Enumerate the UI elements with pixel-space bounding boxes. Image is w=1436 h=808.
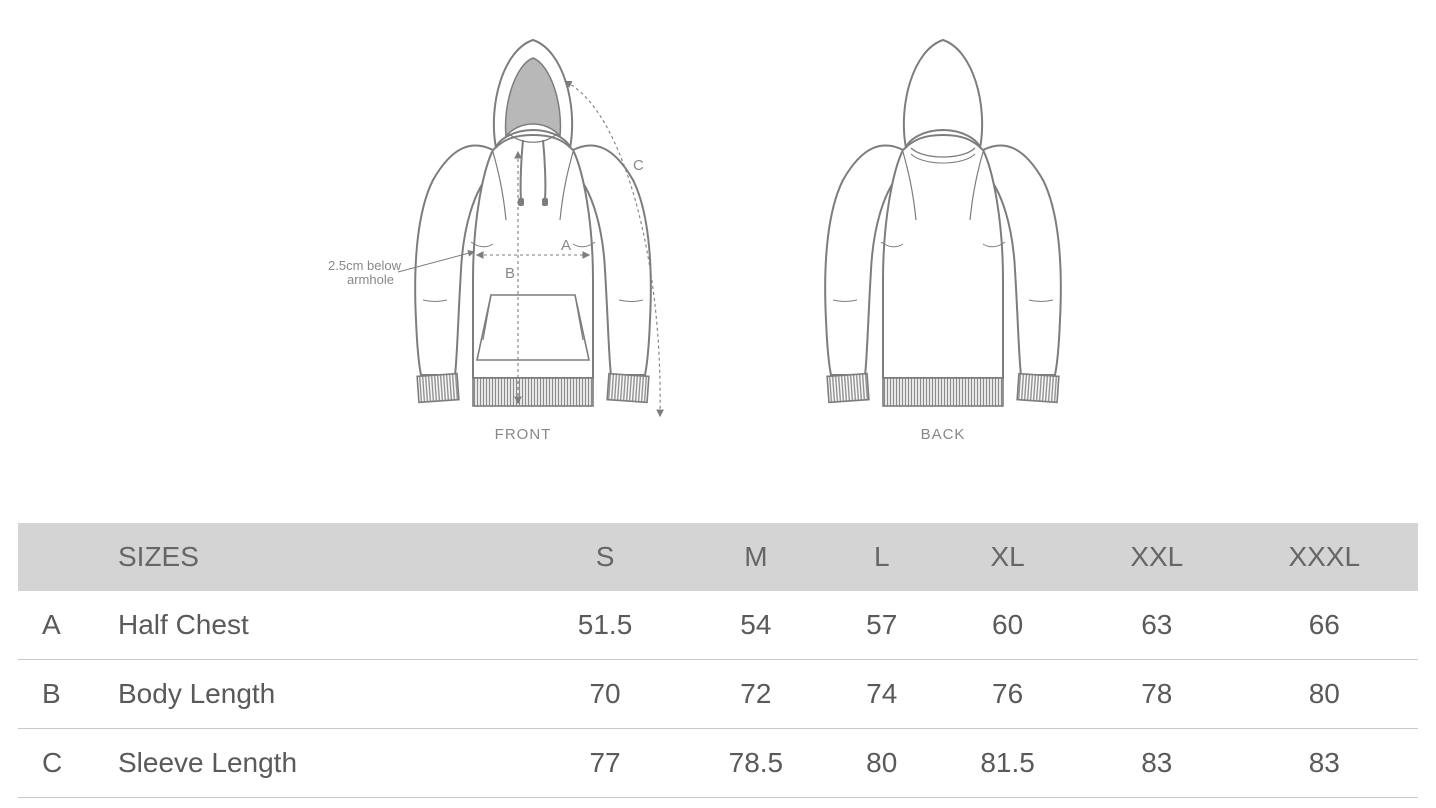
header-size-S: S — [530, 523, 681, 591]
dim-a-label: A — [561, 237, 571, 254]
hoodie-back-svg — [773, 20, 1113, 420]
hoodie-front-svg: A B C 2.5cm below armhole — [323, 20, 723, 420]
caption-back: BACK — [773, 426, 1113, 443]
size-chart-table: SIZES SMLXLXXLXXXL AHalf Chest51.5545760… — [18, 523, 1418, 798]
garment-diagrams: A B C 2.5cm below armhole FRONT — [0, 20, 1436, 443]
row-name: Body Length — [108, 660, 530, 729]
armhole-annotation-line2: armhole — [347, 272, 394, 287]
caption-front: FRONT — [323, 426, 723, 443]
cell-value: 66 — [1231, 591, 1418, 660]
cell-value: 63 — [1083, 591, 1231, 660]
cell-value: 51.5 — [530, 591, 681, 660]
cell-value: 76 — [932, 660, 1083, 729]
row-key: A — [18, 591, 108, 660]
dim-c-label: C — [633, 157, 644, 174]
armhole-annotation-line1: 2.5cm below — [328, 258, 402, 273]
cell-value: 70 — [530, 660, 681, 729]
table-row: BBody Length707274767880 — [18, 660, 1418, 729]
row-name: Half Chest — [108, 591, 530, 660]
cell-value: 78.5 — [680, 729, 831, 798]
cell-value: 81.5 — [932, 729, 1083, 798]
cell-value: 74 — [831, 660, 932, 729]
cell-value: 83 — [1083, 729, 1231, 798]
header-size-L: L — [831, 523, 932, 591]
dim-b-label: B — [505, 265, 515, 282]
cell-value: 80 — [831, 729, 932, 798]
cell-value: 78 — [1083, 660, 1231, 729]
row-key: C — [18, 729, 108, 798]
header-size-XXL: XXL — [1083, 523, 1231, 591]
header-size-XXXL: XXXL — [1231, 523, 1418, 591]
header-size-M: M — [680, 523, 831, 591]
cell-value: 57 — [831, 591, 932, 660]
cell-value: 54 — [680, 591, 831, 660]
row-key: B — [18, 660, 108, 729]
cell-value: 80 — [1231, 660, 1418, 729]
diagram-back: BACK — [773, 20, 1113, 443]
cell-value: 60 — [932, 591, 1083, 660]
cell-value: 72 — [680, 660, 831, 729]
table-row: AHalf Chest51.55457606366 — [18, 591, 1418, 660]
diagram-front: A B C 2.5cm below armhole FRONT — [323, 20, 723, 443]
table-row: CSleeve Length7778.58081.58383 — [18, 729, 1418, 798]
header-blank — [18, 523, 108, 591]
cell-value: 77 — [530, 729, 681, 798]
header-size-XL: XL — [932, 523, 1083, 591]
header-sizes: SIZES — [108, 523, 530, 591]
cell-value: 83 — [1231, 729, 1418, 798]
row-name: Sleeve Length — [108, 729, 530, 798]
